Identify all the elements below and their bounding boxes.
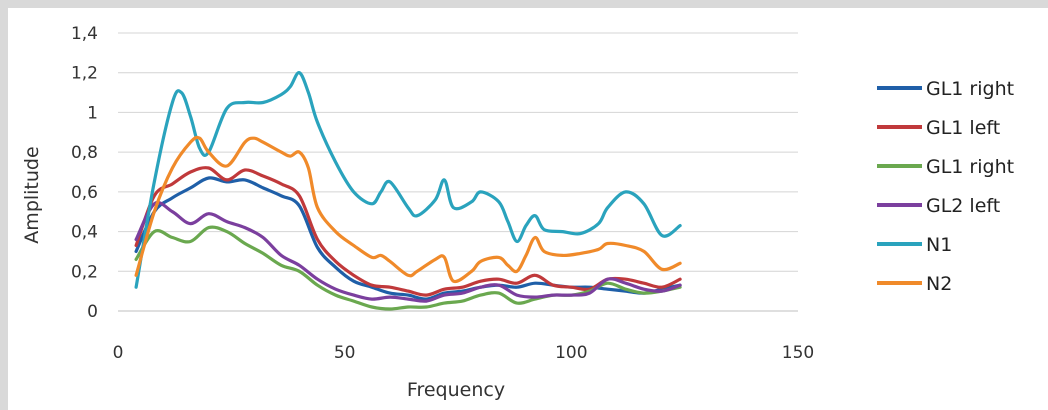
y-tick-label: 1,2: [71, 64, 98, 84]
line-chart: 0 0,2 0,4 0,6 0,8 1 1,2 1,4 0 50 100 150 Amplitude…: [21, 24, 1014, 401]
grid-lines: [118, 32, 798, 312]
x-tick-label: 100: [555, 343, 587, 363]
legend-label: GL1 right: [926, 156, 1014, 178]
y-axis-tick-labels: 0 0,2 0,4 0,6 0,8 1 1,2 1,4: [71, 24, 98, 322]
y-tick-label: 0,8: [71, 143, 98, 163]
legend-label: GL1 left: [926, 117, 1000, 139]
y-tick-label: 0,4: [71, 223, 98, 243]
legend-label: GL2 left: [926, 195, 1000, 217]
legend-label: N1: [926, 234, 952, 256]
series-lines: [134, 71, 682, 311]
series-line-gl1-right-3: [134, 225, 682, 311]
x-tick-label: 50: [334, 343, 356, 363]
series-line-gl1-left-2: [134, 166, 682, 297]
x-tick-label: 150: [782, 343, 814, 363]
y-tick-label: 0,6: [71, 183, 98, 203]
y-tick-label: 1,4: [71, 24, 98, 44]
series-line-n1-5: [134, 71, 682, 289]
series-line-gl1-right-1: [134, 176, 682, 301]
chart-frame: 0 0,2 0,4 0,6 0,8 1 1,2 1,4 0 50 100 150 Amplitude…: [8, 8, 1048, 410]
y-tick-label: 0: [87, 302, 98, 322]
x-axis-title: Frequency: [407, 379, 505, 401]
legend-label: N2: [926, 273, 952, 295]
y-tick-label: 0,2: [71, 262, 98, 282]
series-line-gl2-left-4: [134, 200, 682, 303]
y-tick-label: 1: [87, 103, 98, 123]
legend-label: GL1 right: [926, 78, 1014, 100]
x-tick-label: 0: [113, 343, 124, 363]
y-axis-title: Amplitude: [21, 146, 43, 243]
x-axis-tick-labels: 0 50 100 150: [113, 343, 815, 363]
legend: GL1 right GL1 left GL1 right GL2 left N1 N2: [877, 78, 1014, 295]
series-line-n2-6: [134, 135, 682, 284]
